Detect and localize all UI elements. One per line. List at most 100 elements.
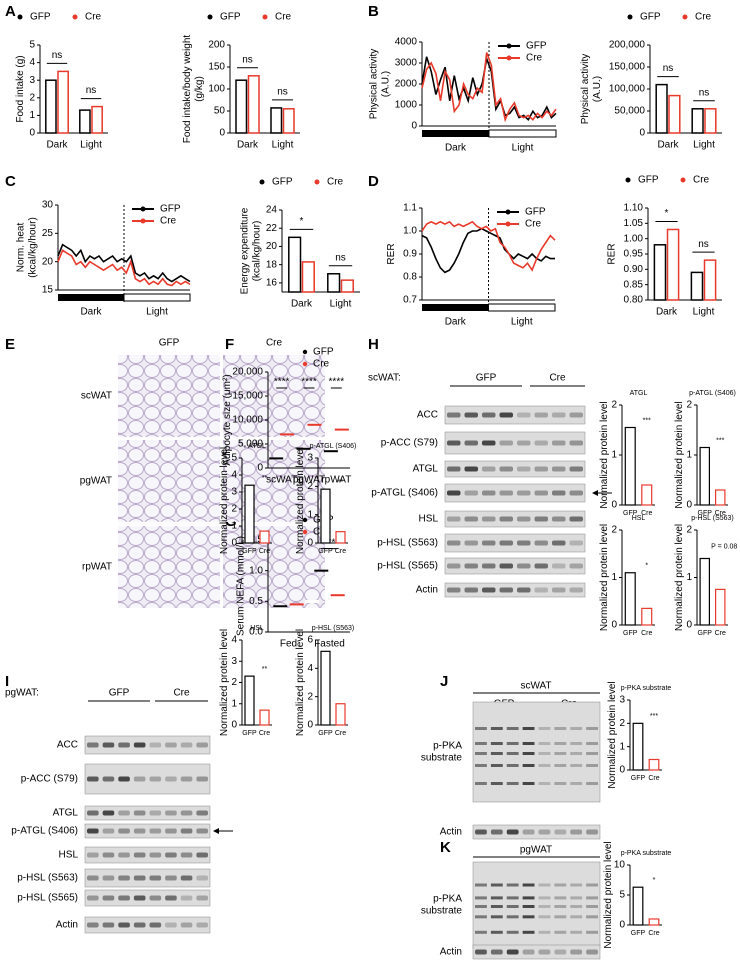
panel-letter: I xyxy=(5,673,9,690)
legend-marker xyxy=(506,55,512,61)
blot-band xyxy=(538,742,551,745)
blot-band xyxy=(522,949,535,955)
blot-group: GFP xyxy=(476,373,497,384)
y-tick-label: 0.85 xyxy=(624,279,644,290)
x-tick-label: Dark xyxy=(656,307,678,318)
panel-letter: K xyxy=(440,839,451,856)
x-tick-label: Cre xyxy=(648,775,659,782)
chart-title: p-HSL (S563) xyxy=(691,515,734,522)
significance-label: **** xyxy=(274,377,290,388)
blot-band xyxy=(87,776,99,782)
blot-band xyxy=(475,752,487,755)
blot-row-label: ACC xyxy=(57,740,78,751)
y-tick-label: 2 xyxy=(686,400,692,411)
y-tick-label: 100,000 xyxy=(609,84,646,95)
blot-strip xyxy=(444,557,586,575)
blot-band xyxy=(196,776,208,782)
y-tick-label: 22 xyxy=(266,223,278,234)
y-tick-label: 2 xyxy=(231,504,237,515)
blot-band xyxy=(554,742,567,745)
x-tick-label: Cre xyxy=(259,548,270,555)
chart-title: HSL xyxy=(250,625,264,632)
blot-strip xyxy=(472,944,601,960)
y-axis-label: Energy expenditure xyxy=(240,207,251,294)
blot-band xyxy=(586,752,598,755)
significance-label: *** xyxy=(716,437,724,444)
histology-image xyxy=(223,526,325,608)
blot-band xyxy=(569,540,583,546)
blot-band xyxy=(538,752,551,755)
bar xyxy=(244,675,255,726)
chart-title: p-HSL (S563) xyxy=(312,625,355,632)
x-tick-label: Light xyxy=(330,299,352,310)
bar xyxy=(691,108,704,134)
blot-band xyxy=(534,440,548,446)
phase-label: Light xyxy=(511,317,533,328)
y-tick-label: 100 xyxy=(208,84,225,95)
significance-label: ** xyxy=(262,666,268,673)
blot-band xyxy=(538,949,551,955)
y-tick-label: 4 xyxy=(29,57,35,68)
bar xyxy=(259,530,270,544)
bar xyxy=(699,557,710,626)
blot-band xyxy=(133,828,146,834)
blot-band xyxy=(586,883,598,887)
blot-strip xyxy=(84,889,211,907)
blot-band xyxy=(475,949,487,955)
y-axis-label: (A.U.) xyxy=(592,76,603,102)
bar xyxy=(320,650,331,726)
blot-band xyxy=(552,563,566,569)
blot-row-label: ACC xyxy=(417,410,438,421)
y-tick-label: 150 xyxy=(208,62,225,73)
blot-band xyxy=(522,930,535,934)
blot-band xyxy=(554,949,567,955)
legend-marker xyxy=(140,218,146,224)
legend-marker xyxy=(140,206,146,212)
y-tick-label: 1 xyxy=(307,509,313,520)
blot-band xyxy=(118,742,130,748)
bar xyxy=(714,588,726,626)
blot-band xyxy=(506,915,519,919)
blot-band xyxy=(586,930,598,934)
blot-band xyxy=(118,776,130,782)
y-tick-label: 0 xyxy=(619,920,625,931)
blot-band xyxy=(570,782,583,785)
blot-band xyxy=(118,875,130,881)
legend-marker xyxy=(302,529,308,535)
blot-band xyxy=(522,764,535,767)
legend-label: GFP xyxy=(638,175,659,186)
significance-label: ns xyxy=(277,87,288,98)
blot-band xyxy=(522,905,535,908)
blot-strip xyxy=(84,823,211,839)
x-tick-label: GFP xyxy=(623,510,638,517)
blot-band xyxy=(464,516,478,522)
blot-band xyxy=(569,563,583,569)
panel-letter: F xyxy=(225,336,234,353)
y-tick-label: 50,000 xyxy=(614,106,645,117)
series-line xyxy=(421,55,557,121)
blot-band xyxy=(499,563,513,569)
legend-marker xyxy=(259,179,265,185)
blot-band xyxy=(499,466,513,472)
phase-light xyxy=(488,129,557,138)
significance-label: ns xyxy=(52,50,63,61)
legend-label: Cre xyxy=(525,219,542,230)
x-tick-label: Cre xyxy=(259,730,270,737)
legend-label: Cre xyxy=(275,12,292,23)
blot-band xyxy=(196,875,208,881)
blot-band xyxy=(133,810,146,816)
x-tick-label: Dark xyxy=(657,140,679,151)
y-tick-label: 0 xyxy=(219,128,225,139)
blot-band xyxy=(180,776,193,782)
blot-band xyxy=(447,466,461,472)
blot-band xyxy=(499,440,513,446)
blot-band xyxy=(149,895,162,901)
significance-label: P = 0.08 xyxy=(711,543,737,550)
bar xyxy=(247,75,260,134)
blot-band xyxy=(570,915,583,919)
histology-row-label: rpWAT xyxy=(82,562,112,573)
blot-band xyxy=(522,742,535,745)
blot-band xyxy=(180,828,193,834)
y-tick-label: 20 xyxy=(42,256,54,267)
